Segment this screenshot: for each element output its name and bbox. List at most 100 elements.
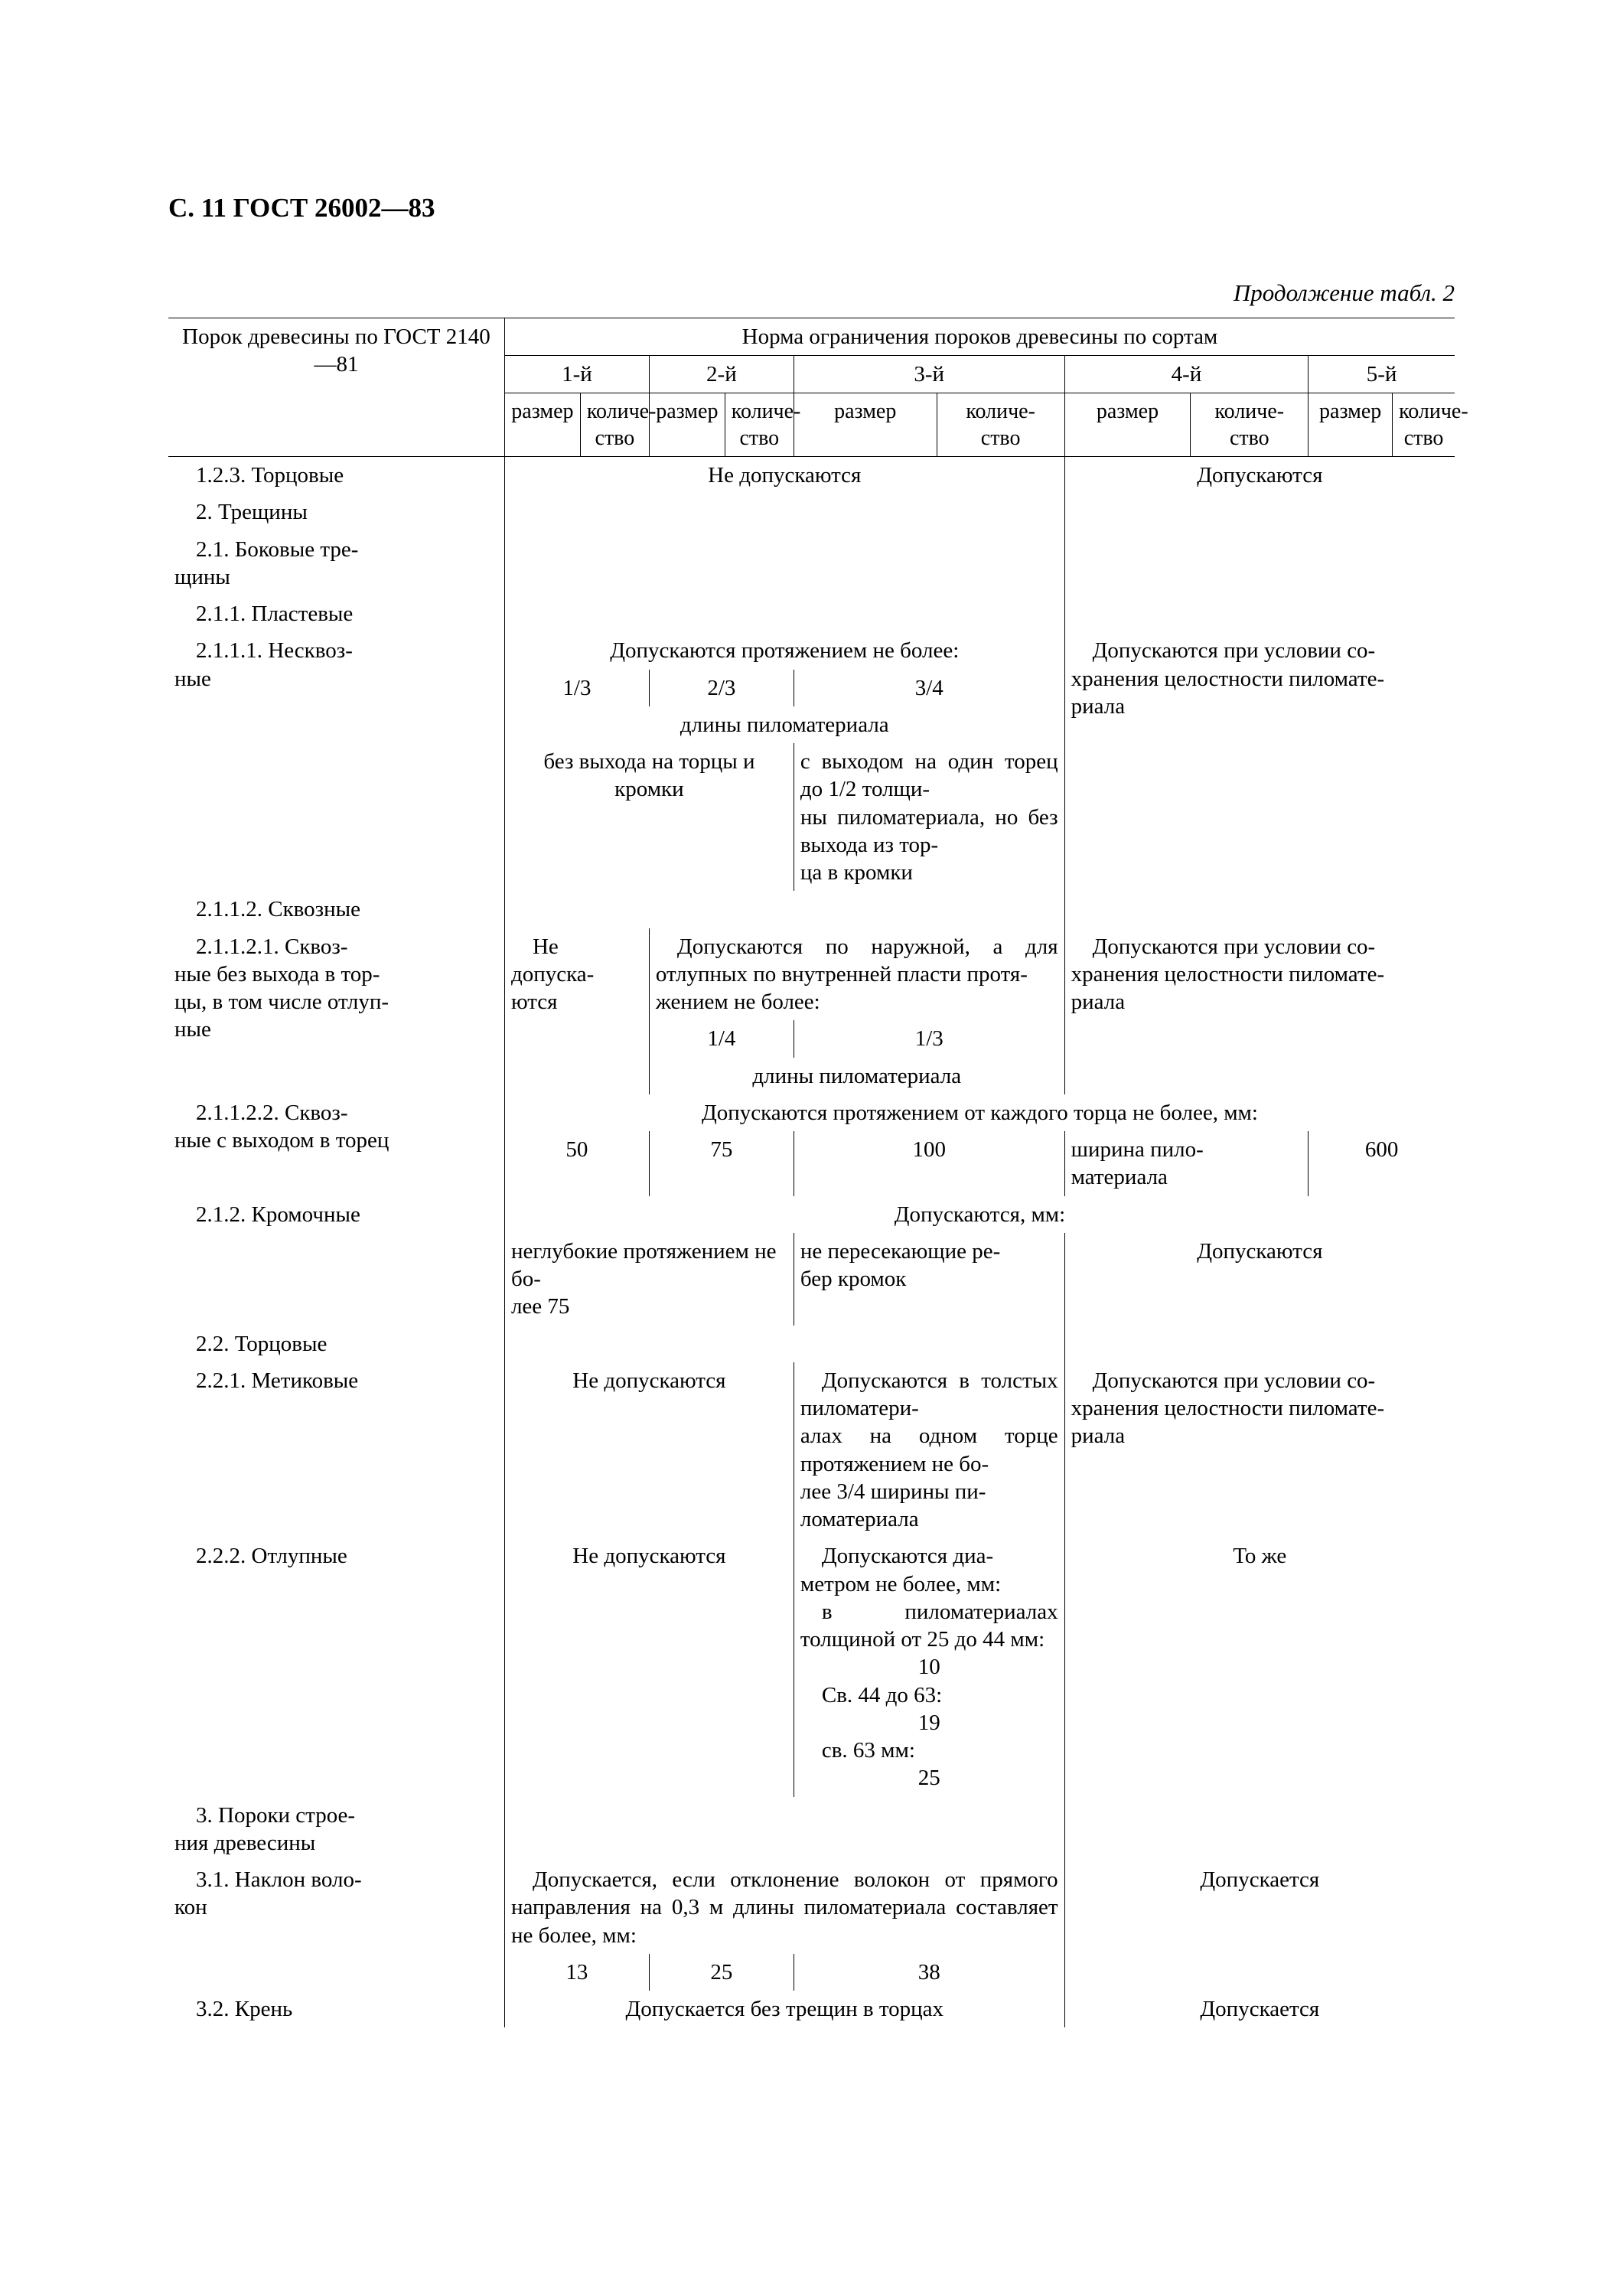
header-left: Порок древесины по ГОСТ 2140—81 [168,318,504,457]
row-2-1-1-1a: 2.1.1.1. Несквоз- ные Допускаются протяж… [168,632,1455,669]
cell-3-1-top: Допускается, если отклонение волокон от … [504,1861,1064,1954]
header-1-qty: количе- ство [580,393,649,457]
cell-2-1-1-2-2-v5: 600 [1309,1131,1455,1196]
cell-2-2-2-c3-a: в пиломатериалах толщиной от 25 до 44 мм… [800,1598,1058,1654]
cell-1-2-3-c45: Допускаются [1064,457,1455,494]
cell-3-1-c45: Допускается [1064,1861,1455,1991]
cell-3-2-c45: Допускается [1064,1991,1455,2027]
row-2-2: 2.2. Торцовые [168,1326,1455,1362]
label-2-1-1-2-2: 2.1.1.2.2. Сквоз- ные с выходом в торец [168,1094,504,1196]
cell-2-2-2-c12: Не допускаются [504,1538,794,1796]
cell-2-1-1-1-bot3: с выходом на один торец до 1/2 толщи- ны… [794,743,1064,891]
row-2: 2. Трещины [168,494,1455,530]
header-grade-1: 1-й [504,355,649,393]
header-3-qty: количе- ство [937,393,1064,457]
row-2-1: 2.1. Боковые тре- щины [168,531,1455,596]
row-2-2-1: 2.2.1. Метиковые Не допускаются Допускаю… [168,1362,1455,1538]
cell-2-1-1-blank-13 [504,595,1064,632]
cell-2-2-2-c45: То же [1064,1538,1455,1796]
row-2-1-1-2: 2.1.1.2. Сквозные [168,891,1455,928]
cell-2-2-2-c3-bv: 19 [800,1709,1058,1737]
cell-3-1-v2: 25 [649,1954,794,1991]
header-row-1: Порок древесины по ГОСТ 2140—81 Норма ог… [168,318,1455,355]
cell-2-1-1-2-1-c23bot: длины пиломатериала [649,1058,1064,1094]
cell-2-1-1-1-bot12: без выхода на торцы и кромки [504,743,794,891]
row-3: 3. Пороки строе- ния древесины [168,1797,1455,1862]
page-header: С. 11 ГОСТ 26002—83 [168,191,1455,225]
row-2-1-1-2-1a: 2.1.1.2.1. Сквоз- ные без выхода в тор- … [168,928,1455,1021]
cell-2-1-2-c12: неглубокие протяжением не бо- лее 75 [504,1233,794,1326]
cell-2-1-2-top: Допускаются, мм: [504,1196,1455,1233]
cell-2-2-2-c3-av: 10 [800,1653,1058,1681]
cell-2-1-2-c3: не пересекающие ре- бер кромок [794,1233,1064,1326]
cell-2-blank-13 [504,494,1064,530]
label-2-1: 2.1. Боковые тре- щины [168,531,504,596]
cell-2-1-blank-45 [1064,531,1455,596]
label-2-2: 2.2. Торцовые [168,1326,504,1362]
header-2-qty: количе- ство [725,393,794,457]
header-top: Норма ограничения пороков древесины по с… [504,318,1455,355]
label-2-1-1-1: 2.1.1.1. Несквоз- ные [168,632,504,891]
cell-2-2-2-c3: Допускаются диа- метром не более, мм: в … [794,1538,1064,1796]
cell-2-2-2-c3-b: Св. 44 до 63: [800,1681,1058,1709]
cell-3-1-v1: 13 [504,1954,649,1991]
header-grade-2: 2-й [649,355,794,393]
cell-2-1-1-blank-45 [1064,595,1455,632]
header-3-size: размер [794,393,937,457]
cell-2-1-1-2-2-top: Допускаются протяжением от каждого торца… [504,1094,1455,1131]
label-2: 2. Трещины [168,494,504,530]
label-2-1-1-2: 2.1.1.2. Сквозные [168,891,504,928]
cell-2-1-1-1-top: Допускаются протяжением не более: [504,632,1064,669]
header-grade-3: 3-й [794,355,1064,393]
label-1-2-3: 1.2.3. Торцовые [168,457,504,494]
row-1-2-3: 1.2.3. Торцовые Не допускаются Допускают… [168,457,1455,494]
cell-2-1-1-1-v1: 1/3 [504,670,649,706]
header-4-qty: количе- ство [1191,393,1309,457]
header-5-qty: количе- ство [1393,393,1455,457]
row-2-1-2a: 2.1.2. Кромочные Допускаются, мм: [168,1196,1455,1233]
cell-2-1-1-2-2-v4: ширина пило- материала [1064,1131,1309,1196]
label-2-1-1-2-1: 2.1.1.2.1. Сквоз- ные без выхода в тор- … [168,928,504,1094]
cell-2-1-1-2-1-c1: Не допуска- ются [504,928,649,1094]
row-2-1-1: 2.1.1. Пластевые [168,595,1455,632]
header-grade-4: 4-й [1064,355,1309,393]
row-2-2-2: 2.2.2. Отлупные Не допускаются Допускают… [168,1538,1455,1796]
cell-2-2-blank-45 [1064,1326,1455,1362]
cell-2-1-1-1-v2: 2/3 [649,670,794,706]
row-3-2: 3.2. Крень Допускается без трещин в торц… [168,1991,1455,2027]
label-2-2-2: 2.2.2. Отлупные [168,1538,504,1796]
cell-2-2-2-c3-top: Допускаются диа- метром не более, мм: [800,1542,1058,1598]
header-2-size: размер [649,393,725,457]
cell-2-1-1-2-2-v2: 75 [649,1131,794,1196]
cell-3-2-c13: Допускается без трещин в торцах [504,1991,1064,2027]
header-4-size: размер [1064,393,1191,457]
cell-2-2-blank-13 [504,1326,1064,1362]
cell-3-blank-13 [504,1797,1064,1862]
cell-2-2-1-c45: Допускаются при условии со- хранения цел… [1064,1362,1455,1538]
cell-2-2-2-c3-cv: 25 [800,1764,1058,1792]
cell-1-2-3-c13: Не допускаются [504,457,1064,494]
label-2-1-1: 2.1.1. Пластевые [168,595,504,632]
header-1-size: размер [504,393,580,457]
cell-2-1-blank-13 [504,531,1064,596]
cell-2-1-1-2-1-c23top: Допускаются по наружной, а для отлупных … [649,928,1064,1021]
label-2-1-2: 2.1.2. Кромочные [168,1196,504,1326]
cell-2-1-2-c45: Допускаются [1064,1233,1455,1326]
header-5-size: размер [1309,393,1393,457]
label-3-1: 3.1. Наклон воло- кон [168,1861,504,1991]
cell-2-1-1-2-blank-45 [1064,891,1455,928]
table-continuation: Продолжение табл. 2 [168,279,1455,308]
label-2-2-1: 2.2.1. Метиковые [168,1362,504,1538]
cell-2-2-1-c12: Не допускаются [504,1362,794,1538]
cell-2-1-1-1-c45: Допускаются при условии со- хранения цел… [1064,632,1455,891]
cell-3-1-v3: 38 [794,1954,1064,1991]
cell-2-1-1-2-2-v1: 50 [504,1131,649,1196]
cell-2-1-1-2-1-c45: Допускаются при условии со- хранения цел… [1064,928,1455,1094]
cell-2-2-2-c3-c: св. 63 мм: [800,1737,1058,1764]
cell-3-blank-45 [1064,1797,1455,1862]
cell-2-1-1-2-blank-13 [504,891,1064,928]
cell-2-1-1-1-mid: длины пиломатериала [504,706,1064,743]
row-3-1a: 3.1. Наклон воло- кон Допускается, если … [168,1861,1455,1954]
cell-2-2-1-c3: Допускаются в толстых пиломатери- алах н… [794,1362,1064,1538]
cell-2-1-1-2-1-v2: 1/4 [649,1020,794,1057]
